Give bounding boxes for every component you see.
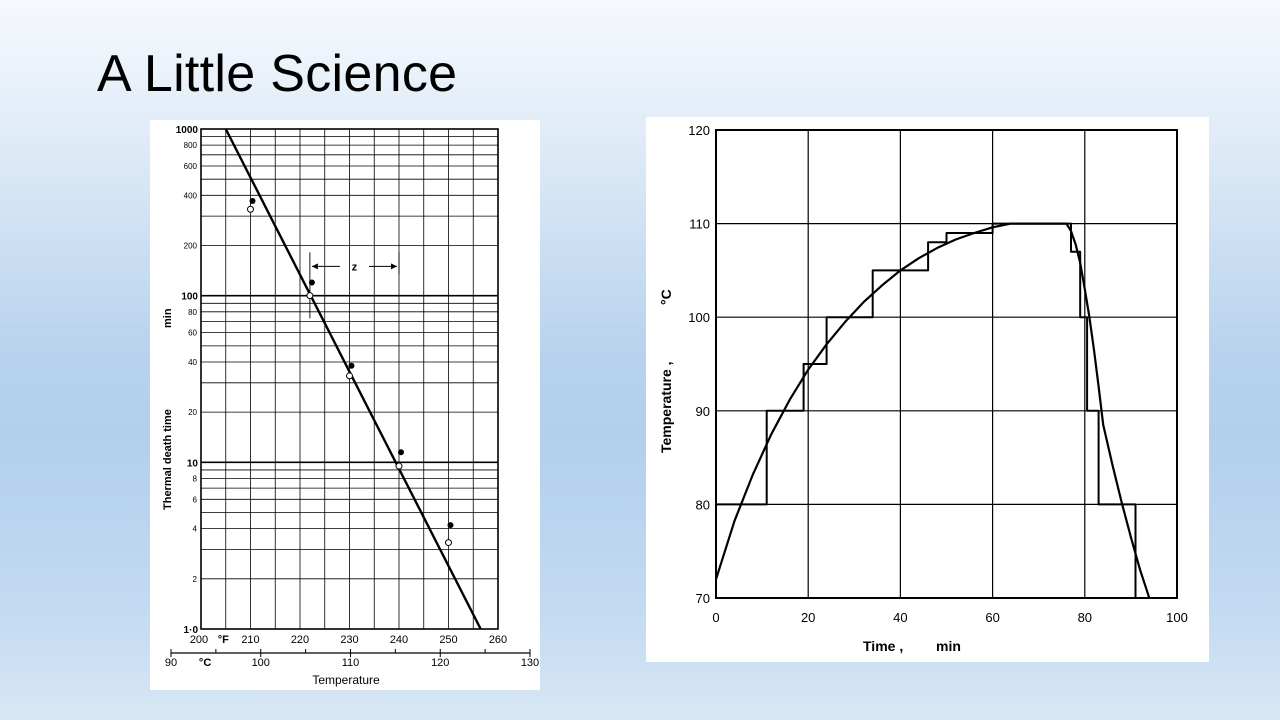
y-tick-label: 90 bbox=[696, 404, 710, 419]
y-tick-label: 2 bbox=[193, 575, 198, 584]
fit-line bbox=[224, 128, 482, 630]
data-point-filled bbox=[398, 449, 404, 456]
data-point-filled bbox=[447, 522, 454, 529]
y-axis-label: Temperature , bbox=[658, 361, 674, 453]
data-point-open bbox=[306, 292, 314, 300]
x-tick-label-c: 120 bbox=[431, 657, 449, 669]
data-point-filled bbox=[308, 279, 315, 286]
data-point-filled bbox=[348, 362, 355, 369]
x-tick-label-c: 90 bbox=[165, 657, 177, 669]
y-tick-label: 600 bbox=[184, 162, 198, 171]
y-tick-label: 10 bbox=[187, 458, 199, 469]
y-tick-label: 400 bbox=[184, 191, 198, 200]
plot-frame bbox=[715, 129, 1178, 599]
x-tick-label: 40 bbox=[893, 610, 907, 625]
data-point-open bbox=[445, 539, 452, 547]
y-tick-label: 20 bbox=[188, 408, 197, 417]
thermal-death-time-chart: 1·0 10 100 1000 2 4 6 8 20 40 60 80 200 400 600 800 Ther… bbox=[162, 125, 539, 687]
y-tick-label: 70 bbox=[696, 591, 710, 606]
x-tick-label-c: 110 bbox=[342, 657, 360, 669]
data-point-filled bbox=[249, 197, 256, 204]
y-axis-unit: °C bbox=[658, 289, 674, 305]
x-tick-label-c: 130 bbox=[521, 657, 539, 669]
z-label: z bbox=[352, 261, 358, 273]
y-tick-label: 120 bbox=[688, 123, 710, 138]
y-tick-label: 100 bbox=[181, 292, 198, 303]
plot-frame bbox=[200, 128, 499, 630]
x-axis-label: Temperature bbox=[312, 673, 380, 687]
x-tick-label: 60 bbox=[985, 610, 999, 625]
y-tick-label: 100 bbox=[688, 310, 710, 325]
x-tick-label-f: 240 bbox=[390, 634, 408, 646]
y-tick-label: 110 bbox=[689, 217, 710, 232]
y-tick-label: 1·0 bbox=[184, 625, 199, 636]
y-tick-label: 60 bbox=[188, 329, 197, 338]
x-tick-label-f: 220 bbox=[291, 634, 309, 646]
y-tick-label: 6 bbox=[193, 495, 198, 504]
data-point-open bbox=[395, 462, 403, 470]
x-axis-unit: min bbox=[936, 638, 961, 654]
x-axis-unit-c: °C bbox=[199, 657, 211, 669]
temperature-step-line bbox=[715, 222, 1177, 599]
y-axis-label: Thermal death time bbox=[162, 409, 174, 510]
z-arrowhead-right bbox=[391, 263, 397, 270]
x-tick-label-f: 210 bbox=[241, 634, 259, 646]
y-tick-label: 80 bbox=[696, 497, 710, 512]
thermal-death-time-chart-panel: 1·0 10 100 1000 2 4 6 8 20 40 60 80 200 400 600 800 Ther… bbox=[150, 120, 540, 690]
x-tick-label-c: 100 bbox=[252, 657, 270, 669]
x-axis-unit-f: °F bbox=[218, 634, 229, 646]
y-tick-label: 40 bbox=[188, 358, 197, 367]
y-tick-label: 1000 bbox=[176, 125, 199, 136]
y-tick-label: 80 bbox=[188, 308, 197, 317]
slide-title: A Little Science bbox=[97, 45, 458, 103]
data-point-open bbox=[346, 372, 353, 380]
x-tick-label: 80 bbox=[1078, 610, 1092, 625]
x-tick-label-f: 200 bbox=[190, 634, 208, 646]
x-tick-label: 0 bbox=[712, 610, 719, 625]
x-tick-label-f: 230 bbox=[340, 634, 358, 646]
y-tick-label: 8 bbox=[193, 474, 198, 483]
x-axis-label: Time , bbox=[863, 638, 903, 654]
y-tick-label: 4 bbox=[193, 525, 198, 534]
temperature-time-chart-panel: 70 80 90 100 110 120 0 20 40 60 80 100 Temperature ,… bbox=[646, 117, 1209, 662]
x-tick-label: 100 bbox=[1166, 610, 1188, 625]
data-point-open bbox=[247, 205, 254, 213]
y-tick-label: 800 bbox=[184, 141, 198, 150]
temperature-time-chart: 70 80 90 100 110 120 0 20 40 60 80 100 Temperature ,… bbox=[658, 123, 1188, 654]
x-tick-label-f: 260 bbox=[489, 634, 507, 646]
x-tick-label-f: 250 bbox=[439, 634, 457, 646]
x-tick-label: 20 bbox=[801, 610, 815, 625]
z-arrowhead-left bbox=[311, 263, 318, 270]
y-axis-label-text: Thermal death time bbox=[162, 409, 174, 510]
y-axis-unit: min bbox=[162, 308, 174, 328]
y-tick-label: 200 bbox=[184, 241, 198, 250]
